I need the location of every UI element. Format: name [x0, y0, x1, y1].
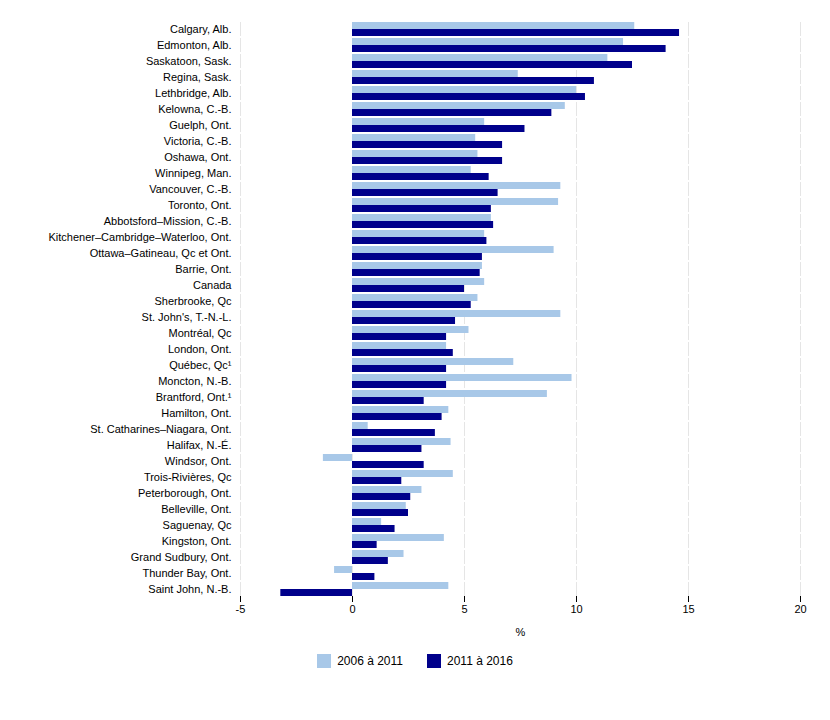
svg-text:Saint John, N.-B.: Saint John, N.-B.: [148, 583, 231, 595]
svg-text:Grand Sudbury, Ont.: Grand Sudbury, Ont.: [131, 551, 232, 563]
svg-text:Kelowna, C.-B.: Kelowna, C.-B.: [158, 103, 231, 115]
svg-text:Hamilton, Ont.: Hamilton, Ont.: [161, 407, 231, 419]
svg-text:Regina, Sask.: Regina, Sask.: [163, 71, 231, 83]
svg-text:Sherbrooke, Qc: Sherbrooke, Qc: [154, 295, 232, 307]
svg-text:-5: -5: [236, 603, 246, 615]
svg-text:Kingston, Ont.: Kingston, Ont.: [162, 535, 232, 547]
svg-text:Winnipeg, Man.: Winnipeg, Man.: [155, 167, 231, 179]
svg-text:Saskatoon, Sask.: Saskatoon, Sask.: [146, 55, 232, 67]
svg-text:Thunder Bay, Ont.: Thunder Bay, Ont.: [142, 567, 231, 579]
svg-text:Belleville, Ont.: Belleville, Ont.: [161, 503, 231, 515]
svg-text:Guelph, Ont.: Guelph, Ont.: [169, 119, 231, 131]
svg-text:Québec, Qc¹: Québec, Qc¹: [169, 359, 232, 371]
svg-text:St. John's, T.-N.-L.: St. John's, T.-N.-L.: [142, 311, 232, 323]
svg-text:0: 0: [349, 603, 355, 615]
svg-text:Calgary, Alb.: Calgary, Alb.: [170, 23, 232, 35]
svg-text:Trois-Rivières, Qc: Trois-Rivières, Qc: [144, 471, 232, 483]
svg-text:10: 10: [570, 603, 582, 615]
svg-text:%: %: [516, 626, 526, 638]
svg-text:Halifax, N.-É.: Halifax, N.-É.: [167, 439, 232, 451]
svg-text:Kitchener–Cambridge–Waterloo,: Kitchener–Cambridge–Waterloo, Ont.: [48, 231, 231, 243]
svg-text:Moncton, N.-B.: Moncton, N.-B.: [158, 375, 231, 387]
svg-text:5: 5: [461, 603, 467, 615]
svg-text:Saguenay, Qc: Saguenay, Qc: [163, 519, 232, 531]
svg-text:Ottawa–Gatineau, Qc et Ont.: Ottawa–Gatineau, Qc et Ont.: [90, 247, 232, 259]
html-text:2006 à 2011: 2006 à 2011: [337, 654, 403, 668]
svg-text:Windsor, Ont.: Windsor, Ont.: [165, 455, 232, 467]
svg-text:Abbotsford–Mission, C.-B.: Abbotsford–Mission, C.-B.: [104, 215, 232, 227]
svg-text:15: 15: [682, 603, 694, 615]
svg-text:Peterborough, Ont.: Peterborough, Ont.: [138, 487, 232, 499]
svg-text:Victoria, C.-B.: Victoria, C.-B.: [164, 135, 232, 147]
svg-text:Lethbridge, Alb.: Lethbridge, Alb.: [155, 87, 231, 99]
svg-text:Barrie, Ont.: Barrie, Ont.: [175, 263, 231, 275]
svg-text:20: 20: [794, 603, 806, 615]
svg-text:Montréal, Qc: Montréal, Qc: [169, 327, 232, 339]
svg-text:London, Ont.: London, Ont.: [168, 343, 232, 355]
svg-text:Canada: Canada: [193, 279, 232, 291]
svg-text:St. Catharines–Niagara, Ont.: St. Catharines–Niagara, Ont.: [90, 423, 231, 435]
html-text:2011 à 2016: 2011 à 2016: [447, 654, 513, 668]
svg-text:Oshawa, Ont.: Oshawa, Ont.: [164, 151, 231, 163]
svg-text:Brantford, Ont.¹: Brantford, Ont.¹: [156, 391, 232, 403]
svg-text:Edmonton, Alb.: Edmonton, Alb.: [157, 39, 232, 51]
svg-text:Vancouver, C.-B.: Vancouver, C.-B.: [149, 183, 231, 195]
svg-text:Toronto, Ont.: Toronto, Ont.: [168, 199, 232, 211]
